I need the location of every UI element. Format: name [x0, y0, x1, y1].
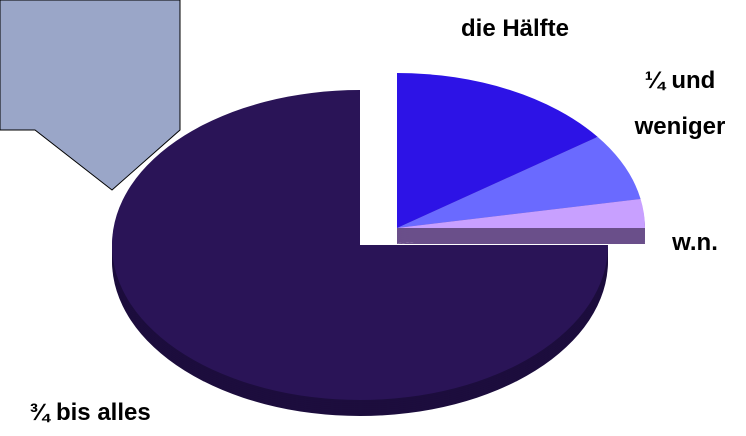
pie-slice — [112, 90, 608, 400]
slice-label: ¾ bis alles — [29, 399, 151, 426]
pie-slice — [397, 136, 641, 228]
slice-label: ¼ und weniger — [634, 67, 726, 140]
pie-slice — [397, 73, 598, 228]
callout-bubble — [0, 0, 181, 191]
pie-slice — [397, 198, 645, 228]
slice-label: w.n. — [672, 229, 718, 256]
slice-label: die Hälfte — [460, 15, 570, 42]
